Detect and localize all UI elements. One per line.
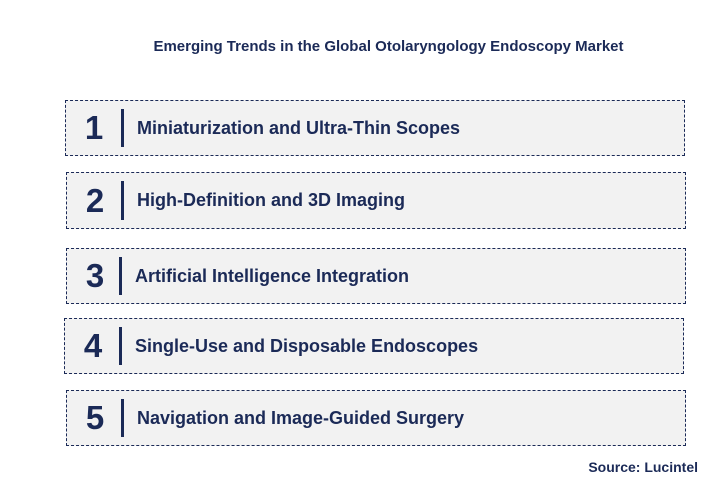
- trend-divider: [119, 327, 122, 365]
- diagram-title: Emerging Trends in the Global Otolaryngo…: [153, 38, 624, 55]
- trend-number: 5: [85, 399, 105, 436]
- trend-label: High-Definition and 3D Imaging: [137, 190, 405, 210]
- trend-label: Miniaturization and Ultra-Thin Scopes: [137, 117, 461, 138]
- trend-box-1: 1 Miniaturization and Ultra-Thin Scopes: [65, 100, 685, 156]
- trend-number: 1: [84, 109, 104, 146]
- trend-divider: [121, 109, 124, 147]
- trend-box-2: 2 High-Definition and 3D Imaging: [66, 172, 686, 229]
- trend-number: 3: [85, 257, 105, 294]
- trend-box-5: 5 Navigation and Image-Guided Surgery: [66, 390, 686, 446]
- trend-divider: [119, 257, 122, 295]
- trend-label: Single-Use and Disposable Endoscopes: [135, 335, 479, 356]
- trend-box-3: 3 Artificial Intelligence Integration: [66, 248, 686, 304]
- trend-number: 2: [85, 181, 105, 219]
- trend-divider: [121, 181, 124, 220]
- trend-label: Navigation and Image-Guided Surgery: [137, 407, 465, 428]
- trend-box-4: 4 Single-Use and Disposable Endoscopes: [64, 318, 684, 374]
- trend-label: Artificial Intelligence Integration: [135, 265, 410, 286]
- trend-number: 4: [83, 327, 103, 364]
- source-label: Source: Lucintel: [588, 459, 698, 475]
- trend-divider: [121, 399, 124, 437]
